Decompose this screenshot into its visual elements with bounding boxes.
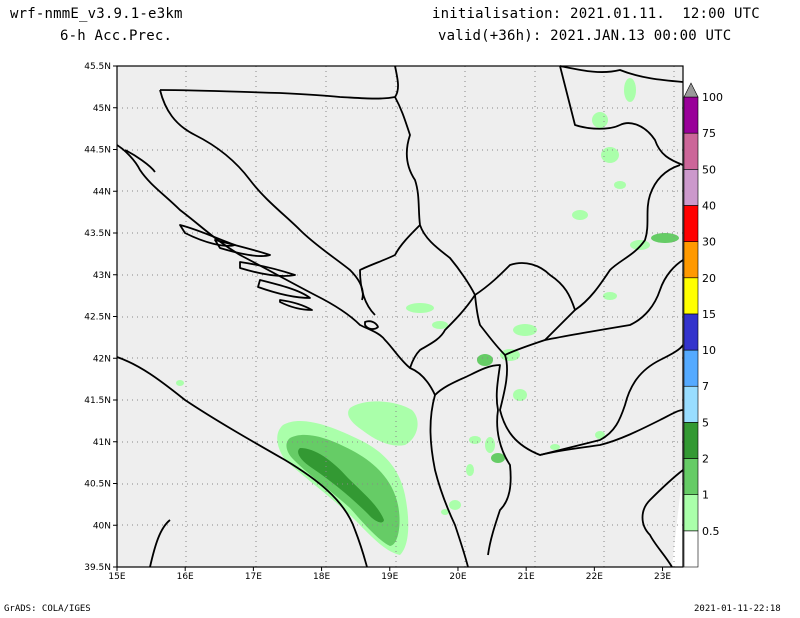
colorbar-level-label: 10 <box>702 344 716 357</box>
island <box>124 149 156 173</box>
colorbar-segment <box>683 169 699 206</box>
croatia-bosnia-border <box>159 65 399 100</box>
lon-axis: 15E 16E 17E 18E 19E 20E 21E 22E 23E <box>108 567 671 582</box>
colorbar-level-label: 1 <box>702 489 709 502</box>
lat-label: 40N <box>93 521 111 531</box>
island <box>257 279 311 299</box>
island <box>214 239 271 257</box>
bosnia-montenegro-border <box>359 224 421 316</box>
lat-label: 44N <box>93 187 111 197</box>
init-time: initialisation: 2021.01.11. 12:00 UTC <box>432 6 760 22</box>
lon-label: 23E <box>654 572 671 582</box>
croatia-interior <box>159 89 364 301</box>
colorbar-segment <box>683 241 699 279</box>
lat-label: 43N <box>93 271 111 281</box>
lon-label: 21E <box>518 572 535 582</box>
island <box>239 261 296 277</box>
precip-area-light <box>348 401 418 446</box>
colorbar-segment <box>683 313 699 351</box>
bosnia-border-north <box>394 96 421 226</box>
lon-label: 15E <box>108 572 125 582</box>
field-title: 6-h Acc.Prec. <box>60 28 173 44</box>
colorbar-level-label: 50 <box>702 163 716 176</box>
island <box>364 320 379 330</box>
grid-lines <box>117 66 683 567</box>
colorbar-segment <box>683 422 699 459</box>
lat-label: 42.5N <box>84 313 111 323</box>
grads-credit: GrADS: COLA/IGES <box>4 604 91 614</box>
colorbar-segment <box>683 132 699 170</box>
colorbar-segment <box>683 205 699 242</box>
serbia-border-east <box>574 164 681 311</box>
island <box>279 299 313 311</box>
bulgaria-border <box>544 259 684 341</box>
lat-label: 41.5N <box>84 396 111 406</box>
colorbar-segment <box>683 349 699 387</box>
lon-label: 19E <box>381 572 398 582</box>
italy-heel <box>149 519 171 568</box>
colorbar-level-label: 2 <box>702 453 709 466</box>
lat-label: 43.5N <box>84 229 111 239</box>
precip-area-heavy <box>298 448 384 523</box>
lon-label: 16E <box>177 572 194 582</box>
domain-edge <box>672 470 683 567</box>
colorbar-segment <box>683 458 699 495</box>
kosovo-border <box>474 262 576 356</box>
colorbar-level-label: 15 <box>702 308 716 321</box>
lat-label: 40.5N <box>84 480 111 490</box>
colorbar-level-label: 5 <box>702 416 709 429</box>
montenegro-border <box>409 224 476 369</box>
generation-timestamp: 2021-01-11-22:18 <box>694 604 781 614</box>
colorbar: 0.5 1 2 5 7 10 15 20 30 40 50 75 100 <box>683 82 723 568</box>
colorbar-top-arrow <box>683 82 699 98</box>
colorbar-level-label: 100 <box>702 91 723 104</box>
greece-border <box>539 409 684 456</box>
colorbar-level-label: 75 <box>702 127 716 140</box>
colorbar-level-label: 0.5 <box>702 525 720 538</box>
lat-label: 44.5N <box>84 146 111 156</box>
colorbar-level-label: 7 <box>702 380 709 393</box>
serbia-border-north <box>559 65 684 166</box>
colorbar-level-label: 40 <box>702 199 716 212</box>
lon-label: 18E <box>313 572 330 582</box>
lat-label: 41N <box>93 438 111 448</box>
colorbar-segment <box>683 277 699 315</box>
lat-label: 42N <box>93 354 111 364</box>
colorbar-level-label: 30 <box>702 236 716 249</box>
colorbar-segment <box>683 96 699 134</box>
lon-label: 17E <box>245 572 262 582</box>
lat-label: 45.5N <box>84 62 111 72</box>
colorbar-segment <box>683 385 699 423</box>
lon-label: 22E <box>586 572 603 582</box>
romania-border <box>559 65 684 83</box>
coastlines-borders <box>116 65 684 568</box>
lat-label: 45N <box>93 104 111 114</box>
precip-shading <box>176 78 679 555</box>
colorbar-level-label: 20 <box>702 272 716 285</box>
macedonia-border <box>499 344 684 456</box>
colorbar-segment-lowest <box>683 530 699 568</box>
albania-border <box>434 364 512 556</box>
model-title: wrf-nmmE_v3.9.1-e3km <box>10 6 183 22</box>
lat-axis: 45.5N 45N 44.5N 44N 43.5N 43N 42.5N 42N 41.5N 41N… <box>84 62 117 573</box>
valid-time: valid(+36h): 2021.JAN.13 00:00 UTC <box>438 28 732 44</box>
greece-coast <box>641 469 684 568</box>
italy-coast <box>116 356 368 568</box>
colorbar-segment <box>683 494 699 532</box>
lat-label: 39.5N <box>84 563 111 573</box>
adriatic-east-coast <box>116 144 469 568</box>
lon-label: 20E <box>449 572 466 582</box>
